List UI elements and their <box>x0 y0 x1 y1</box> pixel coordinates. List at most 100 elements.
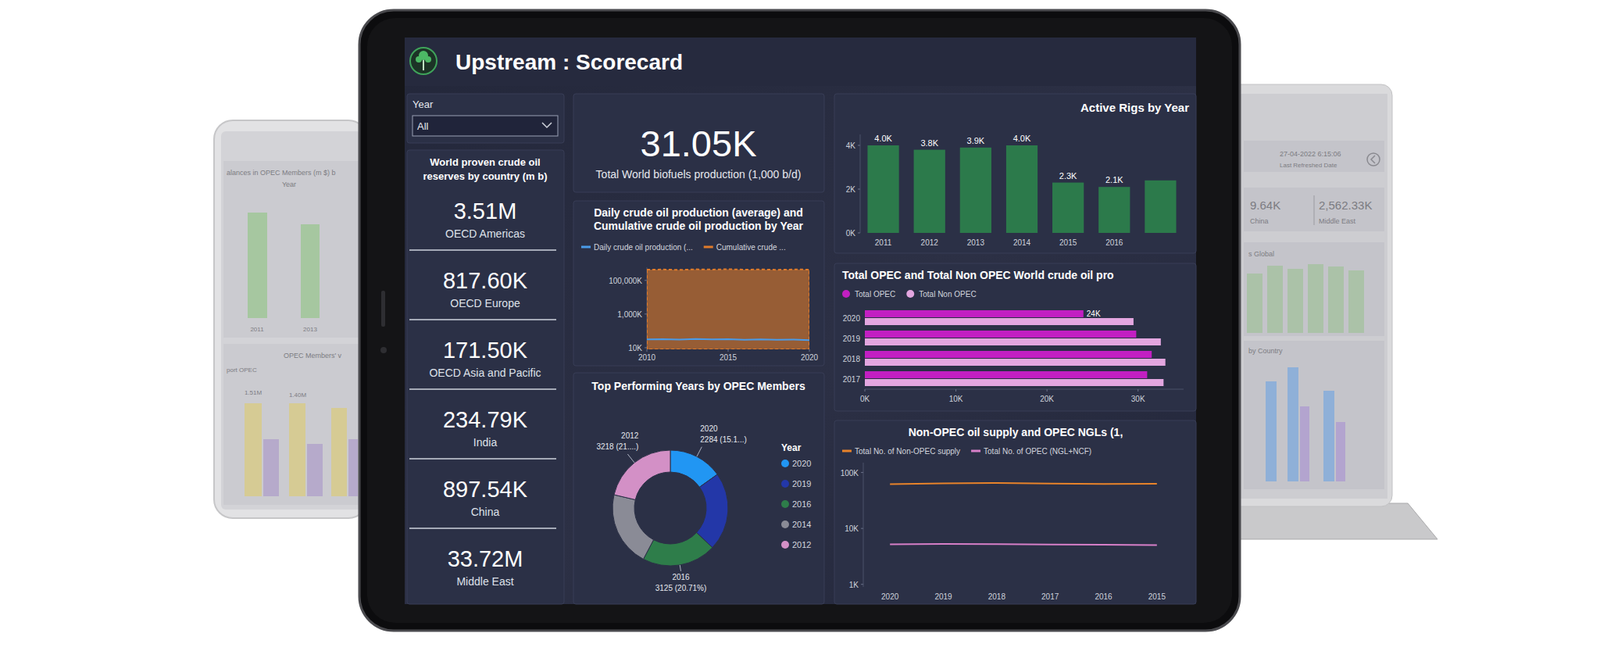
card-divider <box>409 318 557 321</box>
data-label: 2284 (15.1...) <box>700 435 747 444</box>
card-value: 3.51M <box>453 198 518 224</box>
card-divider <box>409 249 557 251</box>
panel <box>573 200 825 366</box>
x-tick-label: 20K <box>1039 394 1054 404</box>
bar <box>864 317 1134 325</box>
tablet-bezel <box>367 17 1233 623</box>
legend-swatch <box>781 540 790 549</box>
laptop-panel <box>1243 340 1385 490</box>
laptop-bar <box>1246 273 1263 333</box>
panel <box>834 420 1197 604</box>
card-value: 897.54K <box>442 476 529 502</box>
bar <box>914 150 946 233</box>
card-value: 171.50K <box>442 337 529 363</box>
dropdown[interactable] <box>412 115 558 136</box>
data-label: 3.9K <box>967 135 986 146</box>
x-tick-label: 2012 <box>921 238 940 247</box>
bar <box>864 371 1147 379</box>
laptop-bar <box>1323 390 1335 482</box>
legend-swatch <box>781 520 790 529</box>
logo <box>410 47 437 75</box>
card-label: OECD Americas <box>445 227 525 240</box>
laptop-panel <box>1243 187 1385 232</box>
chart-title: Top Performing Years by OPEC Members <box>591 379 806 393</box>
bar <box>864 350 1152 358</box>
bar <box>1006 145 1038 233</box>
panel <box>834 93 1197 254</box>
slicer-label: Year <box>412 98 434 111</box>
phone-bar <box>244 403 262 497</box>
bar <box>864 358 1166 366</box>
bar <box>1098 186 1130 233</box>
laptop-bar <box>1307 264 1324 333</box>
card-label: OECD Europe <box>450 296 521 310</box>
legend-label: Total OPEC <box>854 289 896 299</box>
legend-label: 2012 <box>792 539 811 550</box>
y-tick <box>644 279 647 281</box>
x-tick <box>1046 389 1048 392</box>
y-tick <box>857 232 861 234</box>
data-label: 24K <box>1086 309 1101 318</box>
chart-title: Total OPEC and Total Non OPEC World crud… <box>842 268 1115 282</box>
data-label: 2012 <box>621 431 640 440</box>
panel-title: World proven crude oilreserves by countr… <box>423 156 548 183</box>
laptop-text: s Global <box>1248 250 1275 258</box>
card-value: 817.60K <box>442 267 529 293</box>
legend-label: 2016 <box>792 499 811 509</box>
x-tick-label: 30K <box>1131 394 1146 404</box>
bar <box>1052 182 1084 233</box>
phone-bar <box>300 224 320 318</box>
area <box>646 268 810 350</box>
card-divider <box>409 527 557 529</box>
card-divider <box>409 388 557 390</box>
x-tick-label: 0K <box>860 394 871 404</box>
laptop-bar <box>1265 381 1277 482</box>
dropdown-chevron <box>542 122 552 128</box>
x-tick <box>809 349 811 352</box>
data-label: 4.0K <box>874 133 893 143</box>
phone-bar <box>263 439 279 497</box>
laptop-divider <box>1314 195 1315 225</box>
text-line: Cumulative crude oil production by Year <box>593 219 804 233</box>
data-label: 2.1K <box>1105 175 1124 185</box>
header-bar <box>404 37 1197 86</box>
y-tick <box>860 471 864 473</box>
phone-text: 1.51M <box>244 389 263 397</box>
leader <box>696 446 702 457</box>
phone-body <box>214 120 368 518</box>
logo-ring <box>410 47 437 75</box>
y-tick-label: 10K <box>844 524 859 533</box>
y-tick-label: 2017 <box>842 375 861 384</box>
panel <box>407 93 565 143</box>
logo-leaf <box>425 56 432 63</box>
laptop-bar <box>1287 367 1299 482</box>
data-label: 2020 <box>700 424 718 433</box>
x-tick-label: 2016 <box>1105 238 1124 247</box>
background-phone: alances in OPEC Members (m $) bYear20112… <box>214 120 368 518</box>
leader <box>627 453 635 463</box>
tablet-screen <box>404 37 1197 604</box>
phone-bar <box>289 403 306 497</box>
x-tick-label: 2015 <box>719 353 738 362</box>
bar <box>864 330 1136 338</box>
data-label: 3218 (21....) <box>596 442 639 451</box>
y-tick <box>860 583 864 585</box>
panel <box>834 263 1197 411</box>
bar <box>864 338 1161 346</box>
y-tick <box>860 528 864 529</box>
phone-panel <box>223 343 360 505</box>
laptop-screen <box>1226 93 1388 499</box>
legend-swatch <box>703 246 714 249</box>
page-title: Upstream : Scorecard <box>455 50 683 75</box>
laptop-lid <box>1218 84 1393 507</box>
x-tick-label: 2020 <box>881 592 900 601</box>
legend-label: Total No. of OPEC (NGL+NCF) <box>983 446 1092 456</box>
slice <box>643 532 713 566</box>
x-tick-label: 2015 <box>1059 238 1078 247</box>
card-value: 33.72M <box>447 546 524 572</box>
legend-swatch <box>906 289 915 298</box>
legend-swatch <box>581 246 591 249</box>
plot-marks <box>646 268 810 350</box>
line <box>889 543 1158 546</box>
laptop-bar <box>1348 270 1365 333</box>
